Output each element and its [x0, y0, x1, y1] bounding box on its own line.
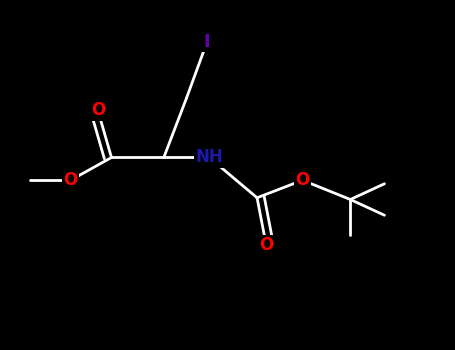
Text: O: O: [295, 171, 310, 189]
Text: O: O: [259, 236, 273, 254]
Text: NH: NH: [196, 148, 223, 167]
Text: O: O: [91, 101, 105, 119]
Text: O: O: [63, 171, 78, 189]
Text: I: I: [204, 33, 210, 51]
